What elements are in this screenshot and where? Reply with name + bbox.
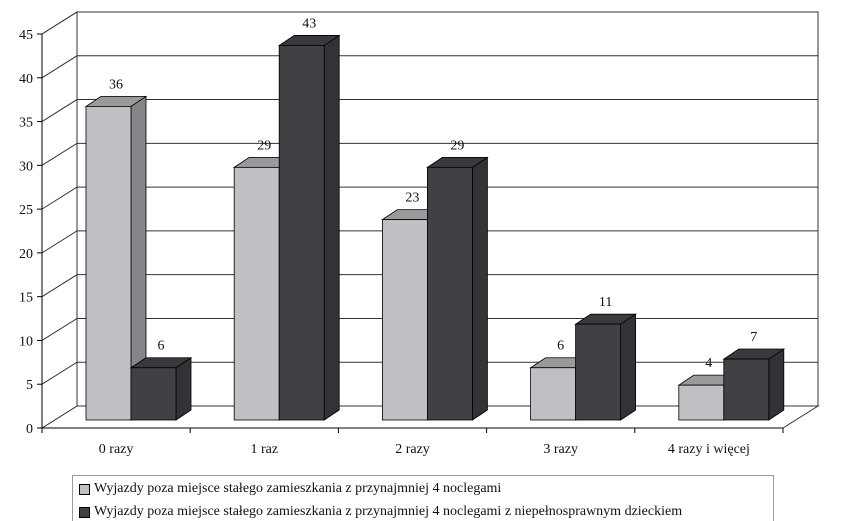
data-label: 6 bbox=[557, 339, 564, 354]
data-labels: 36 6 29 43 23 29 6 11 4 7 bbox=[109, 16, 757, 371]
bar-front bbox=[278, 45, 325, 421]
bar-front bbox=[575, 323, 621, 421]
y-tick-label: 0 bbox=[26, 422, 33, 437]
bar-side bbox=[323, 34, 340, 421]
gridline bbox=[41, 317, 818, 341]
bar bbox=[426, 156, 489, 421]
gridline bbox=[41, 55, 818, 79]
y-tick-label: 15 bbox=[19, 291, 33, 306]
bar-front bbox=[85, 106, 132, 421]
bar bbox=[722, 348, 786, 421]
gridlines bbox=[41, 11, 818, 385]
data-label: 29 bbox=[257, 138, 271, 153]
bar-front bbox=[530, 367, 576, 421]
bar-front bbox=[426, 166, 473, 421]
gridline bbox=[41, 142, 818, 166]
y-tick-label: 30 bbox=[19, 159, 33, 174]
bar-front bbox=[678, 384, 725, 421]
data-label: 36 bbox=[109, 77, 123, 92]
legend-label-series-2: Wyjazdy poza miejsce stałego zamieszkani… bbox=[94, 504, 683, 519]
bar bbox=[277, 34, 341, 421]
y-tick-label: 40 bbox=[19, 72, 33, 87]
data-label: 4 bbox=[705, 356, 712, 371]
y-tick-label: 10 bbox=[19, 334, 33, 349]
legend-swatch-series-2 bbox=[79, 506, 90, 518]
bar-front bbox=[130, 367, 177, 421]
bar bbox=[574, 313, 637, 421]
bar-front bbox=[723, 358, 770, 421]
x-axis: 0 razy 1 raz 2 razy 3 razy 4 razy i więcej bbox=[41, 427, 784, 457]
y-tick-label: 25 bbox=[19, 203, 33, 218]
bar-side bbox=[175, 356, 192, 421]
bar-side bbox=[620, 313, 636, 421]
data-label: 6 bbox=[158, 339, 165, 354]
gridline bbox=[41, 230, 818, 254]
data-label: 29 bbox=[450, 138, 464, 153]
x-tick-label: 4 razy i więcej bbox=[668, 442, 750, 457]
bar-front bbox=[233, 166, 280, 421]
x-tick-label: 0 razy bbox=[99, 442, 134, 457]
x-tick-label: 1 raz bbox=[251, 442, 279, 457]
legend: Wyjazdy poza miejsce stałego zamieszkani… bbox=[72, 475, 774, 521]
data-label: 23 bbox=[405, 191, 419, 206]
bar-side bbox=[471, 156, 488, 421]
y-tick-label: 5 bbox=[26, 378, 33, 393]
bar-side bbox=[768, 348, 785, 421]
data-label: 11 bbox=[599, 295, 612, 310]
data-label: 7 bbox=[750, 330, 757, 345]
y-tick-label: 45 bbox=[19, 28, 33, 43]
y-tick-label: 20 bbox=[19, 247, 33, 262]
legend-swatch-series-1 bbox=[79, 483, 90, 495]
bar bbox=[129, 356, 193, 421]
x-tick-label: 2 razy bbox=[395, 442, 430, 457]
gridline bbox=[41, 11, 818, 35]
bar-chart: 0 5 10 15 20 25 30 35 40 45 0 razy 1 raz 2 razy 3 ra… bbox=[19, 11, 820, 457]
bars bbox=[84, 34, 786, 421]
bar bbox=[84, 95, 148, 421]
y-tick-label: 35 bbox=[19, 116, 33, 131]
y-axis: 0 5 10 15 20 25 30 35 40 45 bbox=[19, 28, 43, 437]
legend-item-series-2: Wyjazdy poza miejsce stałego zamieszkani… bbox=[79, 503, 682, 521]
gridline bbox=[41, 99, 818, 122]
legend-label-series-1: Wyjazdy poza miejsce stałego zamieszkani… bbox=[94, 481, 502, 496]
x-tick-label: 3 razy bbox=[543, 442, 578, 457]
bar-front bbox=[381, 219, 428, 421]
gridline bbox=[41, 186, 818, 210]
data-label: 43 bbox=[302, 16, 316, 31]
gridline bbox=[41, 274, 818, 298]
legend-item-series-1: Wyjazdy poza miejsce stałego zamieszkani… bbox=[79, 480, 501, 498]
